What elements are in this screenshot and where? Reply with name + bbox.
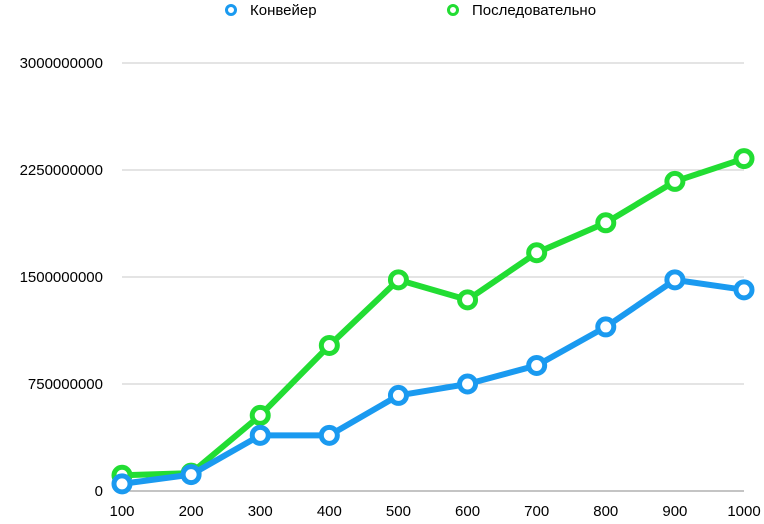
data-point	[180, 464, 202, 486]
x-tick-label: 200	[179, 503, 204, 520]
y-tick-label: 750000000	[28, 376, 103, 393]
series-konveyer	[111, 269, 755, 495]
series-line	[119, 276, 747, 487]
data-point	[595, 316, 617, 338]
data-point	[664, 170, 686, 192]
series-layer	[111, 148, 755, 495]
data-point	[318, 334, 340, 356]
data-point	[595, 212, 617, 234]
x-tick-label: 300	[248, 503, 273, 520]
x-tick-label: 100	[109, 503, 134, 520]
data-point	[387, 384, 409, 406]
x-tick-label: 1000	[727, 503, 760, 520]
x-tick-label: 700	[524, 503, 549, 520]
data-point	[526, 354, 548, 376]
x-tick-label: 900	[662, 503, 687, 520]
legend-label: Конвейер	[250, 2, 317, 19]
y-tick-label: 1500000000	[20, 269, 103, 286]
legend-item: Конвейер	[225, 2, 317, 19]
data-point	[387, 269, 409, 291]
legend: Конвейер Последовательно	[225, 2, 596, 19]
y-tick-label: 3000000000	[20, 55, 103, 72]
y-axis-tick-labels: 0 750000000 1500000000 2250000000 3000000000	[20, 55, 103, 500]
data-point	[111, 473, 133, 495]
y-tick-label: 0	[95, 483, 103, 500]
grid-lines	[122, 62, 744, 492]
data-point	[318, 424, 340, 446]
x-tick-label: 600	[455, 503, 480, 520]
legend-label: Последовательно	[472, 2, 596, 19]
data-point	[457, 373, 479, 395]
x-tick-label: 400	[317, 503, 342, 520]
legend-marker-icon	[225, 4, 237, 16]
y-tick-label: 2250000000	[20, 162, 103, 179]
data-point	[457, 289, 479, 311]
data-point	[526, 242, 548, 264]
legend-marker-icon	[447, 4, 459, 16]
data-point	[664, 269, 686, 291]
x-tick-label: 800	[593, 503, 618, 520]
data-point	[733, 148, 755, 170]
series-posledovatelno	[111, 148, 755, 486]
x-axis-tick-labels: 100 200 300 400 500 600 700 800 900 1000	[109, 503, 760, 520]
legend-item: Последовательно	[447, 2, 596, 19]
data-point	[249, 404, 271, 426]
data-point	[733, 279, 755, 301]
data-point	[249, 424, 271, 446]
series-line	[119, 155, 747, 479]
x-tick-label: 500	[386, 503, 411, 520]
